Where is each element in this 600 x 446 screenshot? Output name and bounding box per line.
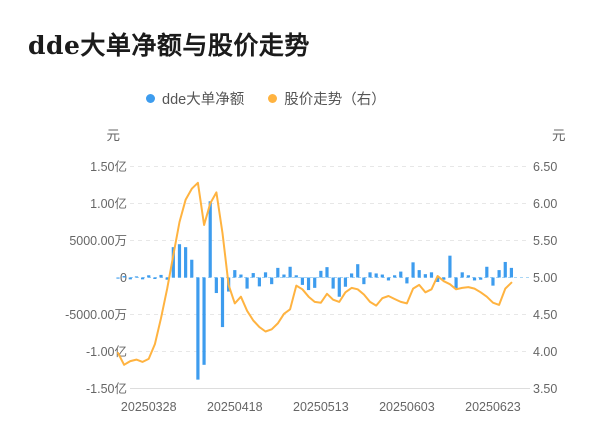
left-axis-tick-label: -1.50亿 [86,381,127,396]
bar-dde-net[interactable] [190,259,194,278]
bar-dde-net[interactable] [325,267,329,278]
bar-dde-net[interactable] [239,274,243,278]
x-axis-date-label: 20250603 [379,400,435,414]
left-axis-tick-label: 1.00亿 [90,196,127,211]
x-axis-date-label: 20250418 [207,400,263,414]
bar-dde-net[interactable] [276,267,280,278]
right-axis-tick-label: 5.00 [533,271,557,285]
left-axis-tick-label: -5000.00万 [65,308,127,322]
bar-dde-net[interactable] [491,277,495,286]
bar-dde-net[interactable] [423,274,427,278]
bar-dde-net[interactable] [128,277,132,280]
bar-dde-net[interactable] [251,273,255,278]
bar-dde-net[interactable] [411,262,415,278]
right-axis-tick-label: 6.00 [533,197,557,211]
bar-dde-net[interactable] [429,272,434,278]
bar-dde-net[interactable] [300,277,305,285]
bar-dde-net[interactable] [245,277,249,289]
bar-dde-net[interactable] [368,272,372,278]
bar-dde-net[interactable] [331,277,335,289]
right-axis-tick-label: 5.50 [533,234,557,248]
bar-dde-net[interactable] [405,277,409,284]
x-axis-date-label: 20250513 [293,400,349,414]
left-axis-tick-label: 1.50亿 [90,159,127,174]
bar-dde-net[interactable] [214,277,218,294]
bar-dde-net[interactable] [122,276,126,278]
bar-dde-net[interactable] [417,270,421,278]
bar-dde-net[interactable] [356,264,360,278]
left-axis-tick-label: 5000.00万 [69,234,127,248]
bar-dde-net[interactable] [263,272,268,278]
bar-dde-net[interactable] [147,275,151,278]
bar-dde-net[interactable] [319,270,323,278]
bar-dde-net[interactable] [399,271,403,278]
bar-dde-net[interactable] [362,277,366,285]
bar-dde-net[interactable] [349,273,354,278]
bar-dde-net[interactable] [165,277,169,280]
legend-item-dde-net[interactable]: dde大单净额 [146,88,244,109]
bar-dde-net[interactable] [270,277,274,285]
bar-dde-net[interactable] [140,277,145,280]
bar-dde-net[interactable] [208,201,212,278]
bar-dde-net[interactable] [393,275,397,278]
right-axis-tick-label: 6.50 [533,160,557,174]
bar-dde-net[interactable] [313,277,317,288]
bar-dde-net[interactable] [509,267,514,278]
right-axis-tick-label: 4.00 [533,345,557,359]
bar-dde-net[interactable] [472,277,477,281]
legend-item-price[interactable]: 股价走势（右） [268,88,386,109]
bar-dde-net[interactable] [153,277,157,279]
bar-dde-net[interactable] [171,247,175,278]
left-axis-tick-label: -1.00亿 [86,344,127,359]
bar-dde-net[interactable] [460,272,464,278]
bar-dde-net[interactable] [220,277,225,328]
bar-dde-net[interactable] [288,266,292,278]
price-line[interactable] [117,181,513,366]
bar-dde-net[interactable] [380,274,384,278]
bar-dde-net[interactable] [337,277,341,297]
bar-dde-net[interactable] [202,277,206,365]
left-axis-unit: 元 [107,128,121,143]
x-axis-date-label: 20250328 [121,400,177,414]
bar-dde-net[interactable] [436,277,440,282]
right-axis-tick-label: 4.50 [533,308,557,322]
legend-dot-dde-icon [146,94,155,103]
bar-dde-net[interactable] [294,275,298,278]
legend-dot-price-icon [268,94,278,103]
legend-label-dde: dde大单净额 [162,92,245,108]
right-axis-tick-label: 3.50 [533,382,557,396]
right-axis-unit: 元 [552,128,566,143]
bar-dde-net[interactable] [479,277,483,280]
bar-dde-net[interactable] [196,277,200,380]
bar-dde-net[interactable] [503,261,507,278]
bar-dde-net[interactable] [448,255,452,278]
bar-dde-net[interactable] [343,277,348,287]
left-axis-tick-label: 0 [120,271,127,285]
bar-dde-net[interactable] [177,244,182,278]
bar-dde-net[interactable] [497,270,501,278]
bar-dde-net[interactable] [485,266,489,278]
bar-dde-net[interactable] [134,276,139,278]
bar-dde-net[interactable] [466,275,470,278]
bar-dde-net[interactable] [282,274,286,278]
legend: dde大单净额 股价走势（右） [146,88,386,109]
bar-dde-net[interactable] [386,277,391,281]
x-axis-date-label: 20250623 [465,400,521,414]
legend-label-price: 股价走势（右） [284,92,386,108]
bar-dde-net[interactable] [306,277,311,291]
bar-dde-net[interactable] [442,277,446,280]
bar-dde-net[interactable] [233,270,237,278]
bar-dde-net[interactable] [184,247,188,278]
bar-dde-net[interactable] [374,273,378,278]
bar-dde-net[interactable] [257,277,261,287]
chart-title: dde大单净额与股价走势 [28,31,310,60]
bar-dde-net[interactable] [159,274,163,278]
bar-dde-net[interactable] [116,277,120,279]
bar-dde-net[interactable] [454,277,458,289]
